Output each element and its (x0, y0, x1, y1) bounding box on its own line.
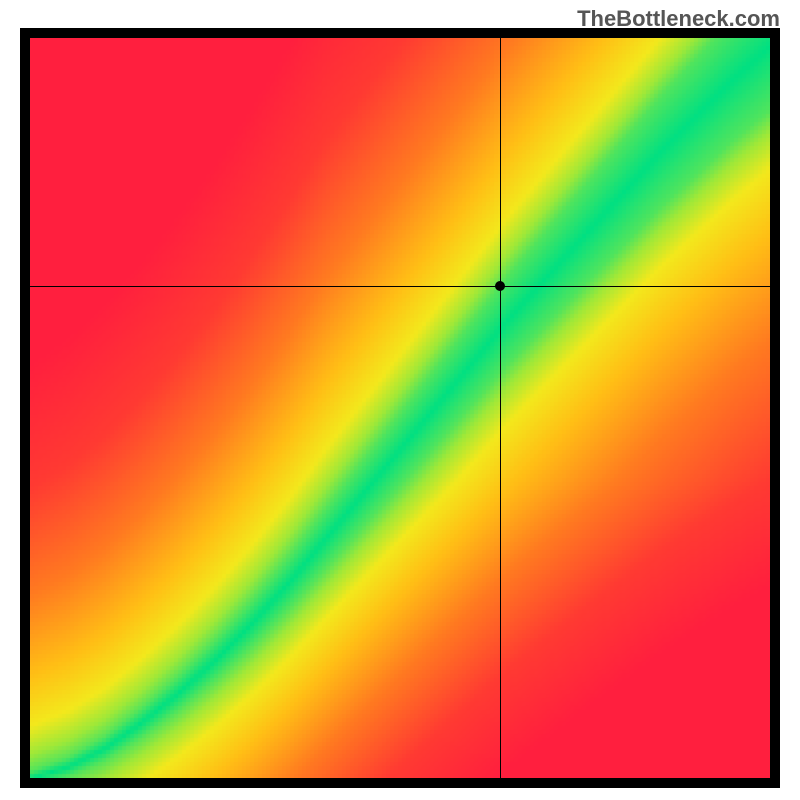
crosshair-vertical (500, 38, 501, 778)
attribution-watermark: TheBottleneck.com (577, 6, 780, 32)
crosshair-marker (495, 281, 505, 291)
heatmap-canvas (30, 38, 770, 778)
plot-frame (20, 28, 780, 788)
heatmap-container: TheBottleneck.com (0, 0, 800, 800)
crosshair-horizontal (30, 286, 770, 287)
